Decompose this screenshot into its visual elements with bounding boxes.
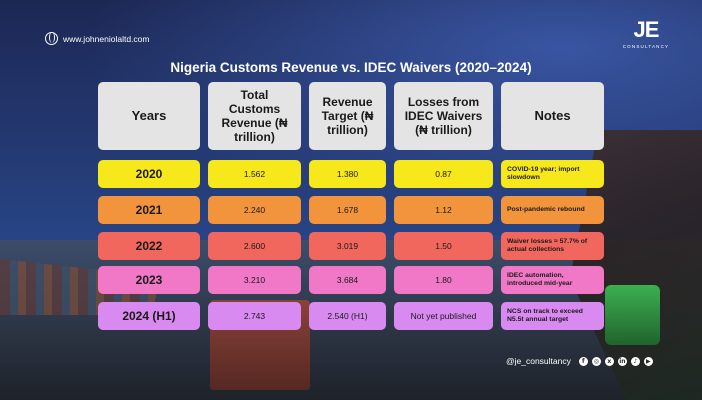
website-link[interactable]: www.johneniolaltd.com	[45, 32, 149, 45]
tiktok-icon[interactable]: ♪	[630, 356, 640, 366]
losses-cell: 1.12	[394, 196, 493, 224]
target-cell: 3.684	[309, 266, 386, 294]
revenue-cell: 2.600	[208, 232, 301, 260]
je-consultancy-logo: JE CONSULTANCY	[618, 16, 674, 56]
losses-cell: 1.50	[394, 232, 493, 260]
year-cell: 2022	[98, 232, 200, 260]
year-cell: 2023	[98, 266, 200, 294]
social-bar: @je_consultancy f ◎ x in ♪ ▶	[506, 356, 653, 366]
note-cell: IDEC automation, introduced mid-year	[501, 266, 604, 294]
facebook-icon[interactable]: f	[578, 356, 588, 366]
note-cell: Waiver losses ≈ 57.7% of actual collecti…	[501, 232, 604, 260]
social-handle: @je_consultancy	[506, 356, 571, 366]
lever-handle-image	[605, 285, 660, 345]
header-revenue: Total Customs Revenue (₦ trillion)	[208, 82, 301, 150]
note-cell: NCS on track to exceed N5.5t annual targ…	[501, 302, 604, 330]
losses-cell: Not yet published	[394, 302, 493, 330]
header-years: Years	[98, 82, 200, 150]
losses-cell: 1.80	[394, 266, 493, 294]
target-cell: 3.019	[309, 232, 386, 260]
revenue-cell: 1.562	[208, 160, 301, 188]
header-losses: Losses from IDEC Waivers (₦ trillion)	[394, 82, 493, 150]
youtube-icon[interactable]: ▶	[643, 356, 653, 366]
target-cell: 2.540 (H1)	[309, 302, 386, 330]
linkedin-icon[interactable]: in	[617, 356, 627, 366]
globe-icon	[45, 32, 58, 45]
header-target: Revenue Target (₦ trillion)	[309, 82, 386, 150]
instagram-icon[interactable]: ◎	[591, 356, 601, 366]
x-icon[interactable]: x	[604, 356, 614, 366]
website-text: www.johneniolaltd.com	[63, 33, 150, 44]
revenue-cell: 2.743	[208, 302, 301, 330]
year-cell: 2020	[98, 160, 200, 188]
year-cell: 2021	[98, 196, 200, 224]
target-cell: 1.678	[309, 196, 386, 224]
logo-mark: JE	[633, 17, 660, 42]
year-cell: 2024 (H1)	[98, 302, 200, 330]
page-title: Nigeria Customs Revenue vs. IDEC Waivers…	[170, 60, 532, 75]
losses-cell: 0.87	[394, 160, 493, 188]
target-cell: 1.380	[309, 160, 386, 188]
header-notes: Notes	[501, 82, 604, 150]
revenue-cell: 2.240	[208, 196, 301, 224]
note-cell: Post-pandemic rebound	[501, 196, 604, 224]
logo-subtitle: CONSULTANCY	[622, 44, 670, 49]
note-cell: COVID-19 year; import slowdown	[501, 160, 604, 188]
revenue-cell: 3.210	[208, 266, 301, 294]
